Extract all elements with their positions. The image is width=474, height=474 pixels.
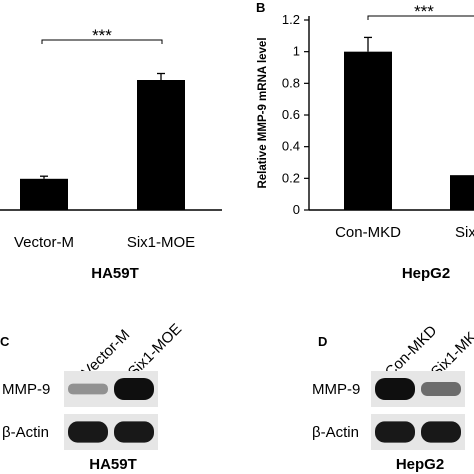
- panel-b-cat-1: Six: [455, 224, 474, 241]
- panel-c-band-1-1: [114, 421, 154, 443]
- panel-b-y-tick-label-1: 0.2: [282, 170, 300, 185]
- panel-b-y-tick-label-6: 1.2: [282, 12, 300, 27]
- panel-b-significance: ***: [367, 2, 474, 21]
- panel-a-bar-0: [20, 178, 68, 210]
- panel-a-chart: *** Vector-M Six1-MOE HA59T: [0, 26, 222, 282]
- panel-b-y-tick-label-0: 0: [293, 202, 300, 217]
- panel-c-cell-line: HA59T: [89, 456, 137, 473]
- panel-b-bar-1: [450, 175, 474, 210]
- panel-d-band-1-1: [421, 421, 461, 443]
- panel-b-y-axis-label: Relative MMP-9 mRNA level: [257, 37, 269, 188]
- panel-a-cat-1: Six1-MOE: [127, 234, 195, 251]
- panel-b-bar-0: [344, 51, 392, 210]
- panel-b-y-tick-label-2: 0.4: [282, 139, 300, 154]
- panel-d-row-label-0: MMP-9: [312, 381, 360, 398]
- panel-b-significance-stars: ***: [414, 2, 434, 21]
- panel-c-letter: C: [0, 334, 10, 349]
- panel-b-cat-0: Con-MKD: [335, 224, 401, 241]
- panel-a-significance: ***: [41, 26, 163, 45]
- panel-d-cell-line: HepG2: [396, 456, 444, 473]
- panel-a-significance-stars: ***: [92, 26, 112, 45]
- panel-d-letter: D: [318, 334, 327, 349]
- panel-b-cell-line: HepG2: [402, 265, 450, 282]
- panel-c-row-label-1: β-Actin: [2, 424, 49, 441]
- panel-d-row-label-1: β-Actin: [312, 424, 359, 441]
- panel-d-band-0-0: [375, 378, 415, 400]
- panel-d-band-0-1: [421, 382, 461, 396]
- panel-c-row-label-0: MMP-9: [2, 381, 50, 398]
- panel-b-y-tick-label-4: 0.8: [282, 75, 300, 90]
- panel-a-error-bar-0: [40, 175, 48, 179]
- panel-b-y-tick-label-5: 1: [293, 44, 300, 59]
- panel-c-blot: C Vector-M Six1-MOE MMP-9 β-Actin HA59T: [0, 320, 185, 473]
- panel-a-cell-line: HA59T: [91, 265, 139, 282]
- panel-b-y-tick-label-3: 0.6: [282, 107, 300, 122]
- panel-c-band-1-0: [68, 421, 108, 443]
- panel-c-band-0-1: [114, 378, 154, 400]
- panel-a-cat-0: Vector-M: [14, 234, 74, 251]
- panel-c-band-0-0: [68, 383, 108, 395]
- panel-b-chart: B 0 0.2 0.4 0.6 0.8 1 1.2 Relative MMP-9 mRNA …: [256, 0, 474, 282]
- panel-d-band-1-0: [375, 421, 415, 443]
- panel-a-error-bar-1: [157, 72, 165, 80]
- panel-b-error-bar-0: [364, 36, 372, 52]
- panel-b-letter: B: [256, 0, 265, 15]
- panel-d-blot: D Con-MKD Six1-MK MMP-9 β-Actin HepG2: [312, 322, 474, 473]
- panel-a-bar-1: [137, 80, 185, 210]
